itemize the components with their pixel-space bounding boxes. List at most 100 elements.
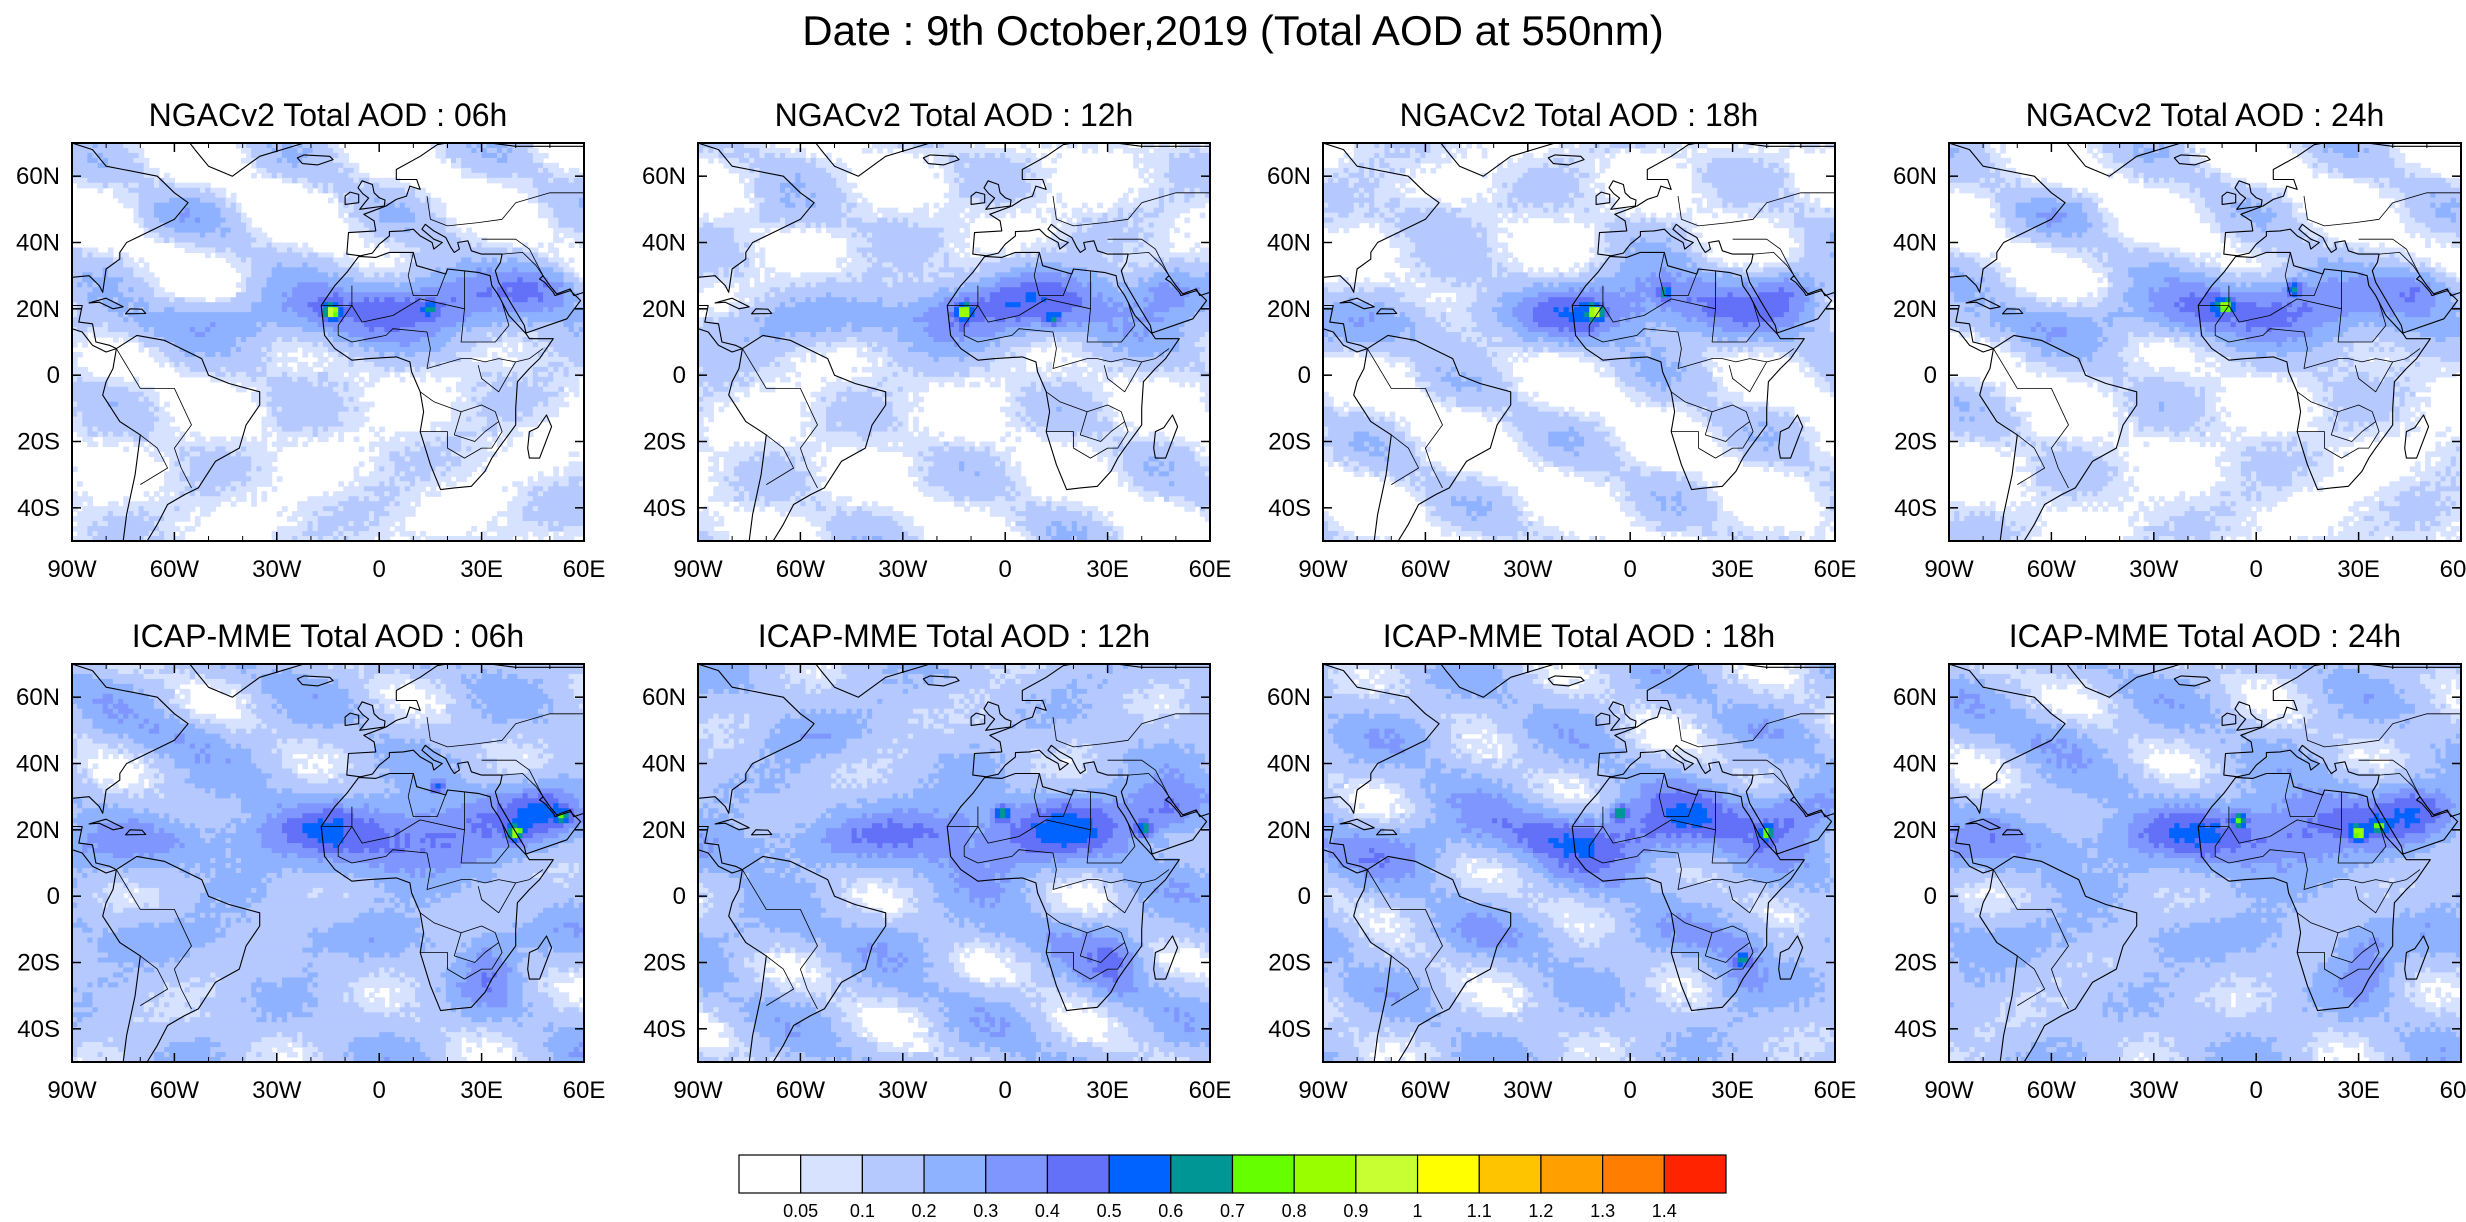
- lon-tick-label: 0: [373, 1077, 386, 1104]
- colorbar-label: 0.2: [912, 1201, 937, 1221]
- colorbar-swatch: [923, 1154, 987, 1194]
- colorbar-swatch: [1602, 1154, 1665, 1194]
- coastlines: [1323, 664, 1835, 1062]
- colorbar-label: 0.6: [1158, 1201, 1183, 1221]
- colorbar-swatch: [1231, 1154, 1295, 1194]
- coastlines: [1949, 143, 2461, 541]
- map-frame: [1322, 142, 1836, 542]
- map-frame: [71, 142, 585, 542]
- map-frame: [71, 663, 585, 1063]
- lat-tick-label: 40S: [1268, 495, 1311, 522]
- lon-tick-label: 60E: [2440, 556, 2466, 583]
- lat-tick-label: 0: [673, 883, 686, 910]
- lat-tick-label: 40N: [1267, 751, 1311, 778]
- colorbar-label: 0.1: [850, 1201, 875, 1221]
- map-panel-r1-c3: ICAP-MME Total AOD : 24h 90W 60W 30W 0 30E 60E…: [1893, 618, 2466, 1104]
- colorbar-label: 1: [1413, 1201, 1423, 1221]
- lat-tick-label: 60N: [1893, 684, 1937, 711]
- lat-tick-label: 20S: [643, 950, 686, 977]
- lat-tick-label: 0: [1298, 883, 1311, 910]
- lon-tick-label: 0: [999, 1077, 1012, 1104]
- coastlines: [698, 143, 1210, 541]
- aod-field: [698, 664, 1210, 1062]
- lon-tick-label: 0: [999, 556, 1012, 583]
- panel-title: ICAP-MME Total AOD : 24h: [2009, 618, 2401, 654]
- lon-tick-label: 90W: [1924, 556, 1974, 583]
- colorbar-swatch: [800, 1154, 863, 1194]
- colorbar-swatch: [1478, 1154, 1542, 1194]
- lon-tick-label: 90W: [673, 1077, 723, 1104]
- lat-tick-label: 20S: [1894, 950, 1937, 977]
- map-panel-r1-c1: ICAP-MME Total AOD : 12h 90W 60W 30W 0 30E 60E…: [642, 618, 1231, 1104]
- lon-tick-label: 60E: [563, 1077, 606, 1104]
- colorbar-label: 0.5: [1097, 1201, 1122, 1221]
- lon-tick-label: 90W: [1298, 556, 1348, 583]
- map-frame: [697, 663, 1211, 1063]
- aod-field: [1323, 664, 1835, 1062]
- lat-tick-label: 40N: [642, 751, 686, 778]
- lat-tick-label: 40S: [643, 1016, 686, 1043]
- lon-tick-label: 60E: [1189, 556, 1232, 583]
- colorbar-label: 0.7: [1220, 1201, 1245, 1221]
- lon-tick-label: 90W: [47, 1077, 97, 1104]
- lon-tick-label: 30W: [2129, 556, 2179, 583]
- aod-field: [698, 143, 1210, 541]
- map-frame: [1322, 663, 1836, 1063]
- panel-title: NGACv2 Total AOD : 24h: [2026, 97, 2385, 133]
- panel-title: NGACv2 Total AOD : 06h: [149, 97, 508, 133]
- map-frame: [1948, 142, 2462, 542]
- colorbar-label: 0.9: [1343, 1201, 1368, 1221]
- lon-tick-label: 60W: [776, 1077, 826, 1104]
- lat-tick-label: 20N: [1893, 296, 1937, 323]
- lon-tick-label: 60W: [1401, 556, 1451, 583]
- lat-tick-label: 40S: [1894, 495, 1937, 522]
- lat-tick-label: 20N: [1267, 296, 1311, 323]
- lon-tick-label: 60W: [2027, 556, 2077, 583]
- lon-tick-label: 60E: [563, 556, 606, 583]
- lat-tick-label: 40N: [1267, 230, 1311, 257]
- map-panel-r0-c3: NGACv2 Total AOD : 24h 90W 60W 30W 0 30E 60E 60…: [1893, 97, 2466, 583]
- lat-tick-label: 40N: [16, 230, 60, 257]
- lon-tick-label: 60E: [1814, 1077, 1857, 1104]
- map-panel-r0-c1: NGACv2 Total AOD : 12h 90W 60W 30W 0 30E 60E 60…: [642, 97, 1231, 583]
- colorbar-swatch: [1170, 1154, 1234, 1194]
- lat-tick-label: 60N: [642, 684, 686, 711]
- lon-tick-label: 30W: [1503, 556, 1553, 583]
- colorbar-swatch: [1540, 1154, 1604, 1194]
- lat-tick-label: 0: [673, 362, 686, 389]
- coastlines: [698, 664, 1210, 1062]
- lat-tick-label: 20S: [1894, 429, 1937, 456]
- panel-title: NGACv2 Total AOD : 12h: [775, 97, 1134, 133]
- lat-tick-label: 40N: [642, 230, 686, 257]
- colorbar-swatch: [861, 1154, 925, 1194]
- lat-tick-label: 20S: [1268, 950, 1311, 977]
- lon-tick-label: 30W: [878, 1077, 928, 1104]
- lon-tick-label: 0: [2250, 1077, 2263, 1104]
- lat-tick-label: 0: [1298, 362, 1311, 389]
- lat-tick-label: 20S: [17, 429, 60, 456]
- lat-tick-label: 40N: [16, 751, 60, 778]
- lat-tick-label: 20S: [1268, 429, 1311, 456]
- colorbar-label: 0.4: [1035, 1201, 1060, 1221]
- lon-tick-label: 30W: [1503, 1077, 1553, 1104]
- colorbar-swatch: [738, 1154, 802, 1194]
- lat-tick-label: 60N: [1267, 163, 1311, 190]
- panel-title: NGACv2 Total AOD : 18h: [1400, 97, 1759, 133]
- lon-tick-label: 0: [1624, 556, 1637, 583]
- lat-tick-label: 0: [1924, 362, 1937, 389]
- lon-tick-label: 30E: [460, 556, 503, 583]
- lat-tick-label: 40N: [1893, 751, 1937, 778]
- lat-tick-label: 20N: [642, 296, 686, 323]
- lat-tick-label: 20S: [17, 950, 60, 977]
- lon-tick-label: 30W: [2129, 1077, 2179, 1104]
- lat-tick-label: 40N: [1893, 230, 1937, 257]
- colorbar-swatch: [1663, 1154, 1727, 1194]
- lat-tick-label: 40S: [17, 495, 60, 522]
- panel-title: ICAP-MME Total AOD : 18h: [1383, 618, 1775, 654]
- lon-tick-label: 90W: [1924, 1077, 1974, 1104]
- lat-tick-label: 0: [47, 883, 60, 910]
- coastlines: [72, 143, 584, 541]
- lat-tick-label: 60N: [16, 163, 60, 190]
- lat-tick-label: 0: [47, 362, 60, 389]
